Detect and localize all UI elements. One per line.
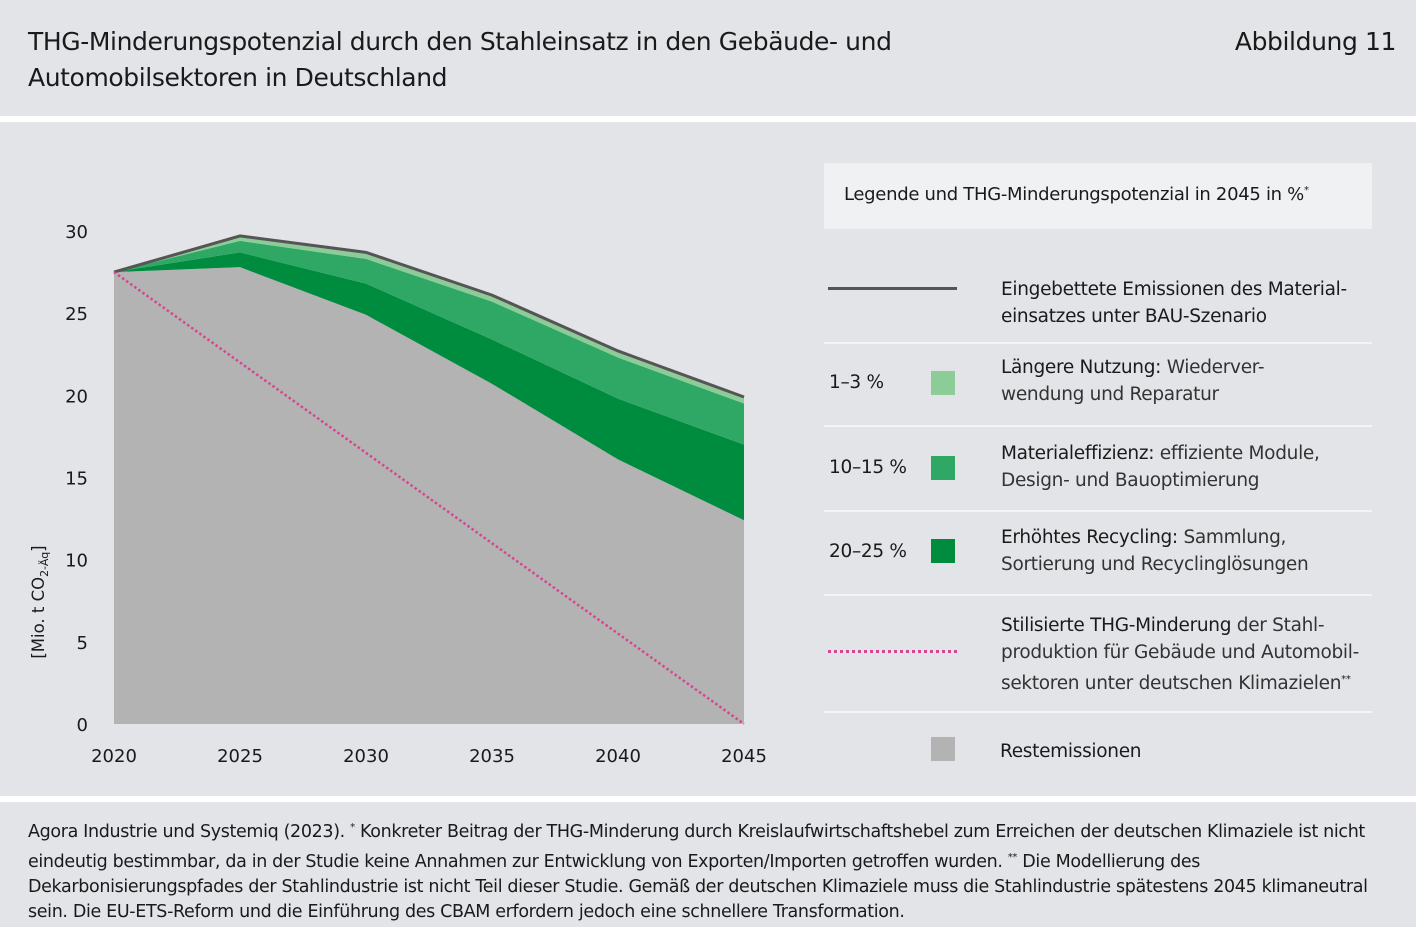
footnote-sup2: **: [1007, 851, 1018, 863]
top-divider: [0, 116, 1416, 122]
area-series-2: [114, 240, 744, 445]
source-footnote: Agora Industrie und Systemiq (2023). * K…: [28, 815, 1398, 925]
legend-nutzung-bold: Längere Nutzung:: [1001, 357, 1162, 378]
y-tick-label: 5: [77, 633, 88, 654]
legend-bau-line-swatch: [828, 287, 957, 290]
legend-title: Legende und THG-Minderungspotenzial in 2…: [844, 184, 1309, 205]
y-axis-label-sub: 2-Äq: [38, 552, 51, 577]
legend-divider: [824, 711, 1372, 713]
legend-nutzung-line2: wendung und Reparatur: [1001, 384, 1219, 405]
legend-rest-swatch: [931, 737, 955, 761]
legend-stil-line-swatch: [828, 650, 957, 653]
footnote-part1: Agora Industrie und Systemiq (2023).: [28, 821, 351, 842]
legend-recycling-percent: 20–25 %: [829, 541, 907, 562]
x-axis-ticks: 2020 2025 2030 2035 2040 2045: [91, 746, 767, 767]
bottom-divider: [0, 796, 1416, 802]
legend-bau-line2: einsatzes unter BAU-Szenario: [1001, 306, 1267, 327]
legend-effizienz-line2: Design- und Bauoptimierung: [1001, 470, 1260, 491]
legend-title-sup: *: [1304, 185, 1309, 196]
header: THG-Minderungspotenzial durch den Stahle…: [0, 0, 1416, 116]
title-line-2: Automobilsektoren in Deutschland: [28, 63, 448, 92]
line-series-4: [113, 234, 745, 399]
y-axis-ticks: 0 5 10 15 20 25 30: [65, 222, 88, 736]
legend-divider: [824, 425, 1372, 427]
legend-nutzung-swatch: [931, 371, 955, 395]
legend-rest-label: Restemissionen: [1000, 741, 1142, 762]
legend-divider: [824, 342, 1372, 344]
figure-title: THG-Minderungspotenzial durch den Stahle…: [28, 24, 1008, 96]
legend-recycling-bold: Erhöhtes Recycling:: [1001, 527, 1178, 548]
y-axis-label-main: [Mio. t CO: [29, 577, 48, 659]
legend-effizienz-swatch: [931, 456, 955, 480]
legend-stil-line3: sektoren unter deutschen Klimazielen: [1001, 673, 1342, 695]
legend-stil-label: Stilisierte THG-Minderung der Stahl-prod…: [1001, 612, 1359, 697]
x-tick-label: 2035: [469, 746, 515, 767]
legend-recycling-line2: Sortierung und Recyclinglösungen: [1001, 554, 1309, 575]
legend-effizienz-rest: effiziente Module,: [1154, 443, 1320, 464]
legend-stil-bold: Stilisierte THG-Minderung: [1001, 615, 1232, 636]
legend-divider: [824, 510, 1372, 512]
legend-effizienz-label: Materialeffizienz: effiziente Module, Des…: [1001, 440, 1320, 494]
y-tick-label: 15: [65, 469, 88, 490]
y-axis-label: [Mio. t CO2-Äq]: [29, 545, 51, 658]
legend-stil-sup: **: [1341, 674, 1351, 685]
y-tick-label: 0: [77, 715, 88, 736]
legend-divider: [824, 594, 1372, 596]
x-tick-label: 2045: [721, 746, 767, 767]
legend-header-box: [824, 163, 1372, 229]
legend-stil-rest: der Stahl-: [1231, 615, 1325, 636]
legend-nutzung-label: Längere Nutzung: Wiederver-wendung und R…: [1001, 354, 1265, 408]
legend-recycling-swatch: [931, 539, 955, 563]
figure-label: Abbildung 11: [1234, 27, 1397, 56]
legend-stil-line2: produktion für Gebäude und Automobil-: [1001, 642, 1359, 663]
legend-bau-line1: Eingebettete Emissionen des Material-: [1001, 279, 1347, 300]
y-tick-label: 30: [65, 222, 88, 243]
legend-bau-label: Eingebettete Emissionen des Material-ein…: [1001, 276, 1347, 330]
x-tick-label: 2030: [343, 746, 389, 767]
footnote-part2: Konkreter Beitrag der THG-Minderung durc…: [28, 821, 1365, 872]
y-tick-label: 20: [65, 386, 88, 407]
x-tick-label: 2025: [217, 746, 263, 767]
legend-recycling-rest: Sammlung,: [1177, 527, 1287, 548]
legend-title-text: Legende und THG-Minderungspotenzial in 2…: [844, 184, 1304, 205]
chart-lines: [113, 234, 745, 726]
legend-nutzung-rest: Wiederver-: [1161, 357, 1265, 378]
legend-nutzung-percent: 1–3 %: [829, 372, 884, 393]
line-series-5: [113, 271, 745, 726]
footnote-part3: Die Modellierung des Dekarbonisierungspf…: [28, 851, 1368, 922]
y-axis-label-end: ]: [29, 545, 48, 551]
y-tick-label: 10: [65, 551, 88, 572]
title-line-1: THG-Minderungspotenzial durch den Stahle…: [28, 27, 892, 56]
legend-recycling-label: Erhöhtes Recycling: Sammlung, Sortierung …: [1001, 524, 1309, 578]
y-tick-label: 25: [65, 304, 88, 325]
x-tick-label: 2040: [595, 746, 641, 767]
x-tick-label: 2020: [91, 746, 137, 767]
footnote-sup1: *: [350, 822, 355, 833]
legend-effizienz-bold: Materialeffizienz:: [1001, 443, 1155, 464]
chart-areas: [114, 235, 744, 724]
legend-effizienz-percent: 10–15 %: [829, 457, 907, 478]
